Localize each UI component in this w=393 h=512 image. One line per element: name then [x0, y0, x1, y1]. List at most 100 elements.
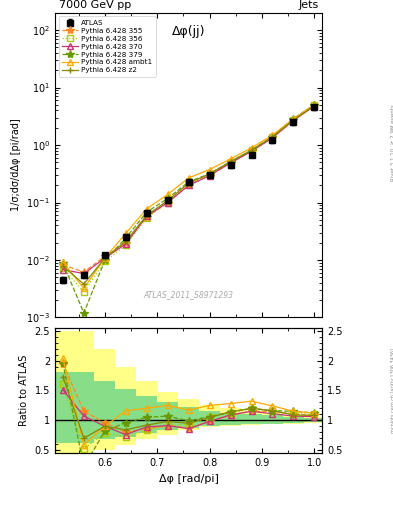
Pythia 6.428 370 — [207, 173, 212, 179]
Pythia 6.428 ambt1 — [81, 285, 86, 291]
Text: Jets: Jets — [298, 0, 318, 10]
Pythia 6.428 379 — [228, 159, 233, 165]
Bar — [241, 411, 262, 425]
Pythia 6.428 379 — [270, 134, 275, 140]
Pythia 6.428 355 — [123, 240, 128, 246]
Pythia 6.428 355 — [81, 269, 86, 275]
Bar — [52, 331, 73, 455]
Pythia 6.428 356 — [312, 102, 317, 108]
Pythia 6.428 z2 — [81, 281, 86, 287]
Bar — [220, 409, 241, 426]
Line: Pythia 6.428 356: Pythia 6.428 356 — [60, 102, 317, 294]
Bar — [262, 416, 283, 424]
Pythia 6.428 356 — [165, 200, 170, 206]
Pythia 6.428 370 — [165, 200, 170, 206]
Pythia 6.428 ambt1 — [291, 116, 296, 122]
Y-axis label: 1/σ;dσ/dΔφ [pi/rad]: 1/σ;dσ/dΔφ [pi/rad] — [11, 119, 20, 211]
Pythia 6.428 370 — [228, 160, 233, 166]
Pythia 6.428 356 — [249, 147, 254, 154]
Pythia 6.428 370 — [270, 135, 275, 141]
Bar — [115, 367, 136, 445]
Line: Pythia 6.428 z2: Pythia 6.428 z2 — [59, 102, 318, 288]
Pythia 6.428 z2 — [123, 239, 128, 245]
Pythia 6.428 379 — [312, 101, 317, 108]
Pythia 6.428 z2 — [61, 263, 65, 269]
Pythia 6.428 379 — [103, 258, 107, 264]
Bar — [262, 413, 283, 424]
Pythia 6.428 379 — [165, 195, 170, 201]
Text: Rivet 3.1.10, ≥ 2.9M events: Rivet 3.1.10, ≥ 2.9M events — [391, 104, 393, 181]
Pythia 6.428 355 — [103, 253, 107, 260]
Pythia 6.428 ambt1 — [103, 255, 107, 261]
Pythia 6.428 355 — [207, 173, 212, 179]
Pythia 6.428 355 — [186, 182, 191, 188]
Pythia 6.428 356 — [61, 265, 65, 271]
Pythia 6.428 370 — [186, 182, 191, 188]
Line: Pythia 6.428 370: Pythia 6.428 370 — [59, 102, 318, 277]
Bar — [178, 399, 199, 431]
Bar — [283, 415, 304, 424]
Bar — [304, 418, 325, 422]
Pythia 6.428 356 — [144, 215, 149, 221]
Pythia 6.428 ambt1 — [165, 191, 170, 198]
Pythia 6.428 355 — [312, 102, 317, 109]
Bar — [73, 331, 94, 455]
Y-axis label: Ratio to ATLAS: Ratio to ATLAS — [19, 355, 29, 426]
Pythia 6.428 370 — [81, 270, 86, 276]
Text: 7000 GeV pp: 7000 GeV pp — [59, 0, 131, 10]
Pythia 6.428 ambt1 — [186, 175, 191, 181]
Bar — [304, 417, 325, 423]
Pythia 6.428 356 — [207, 171, 212, 177]
Text: mcplots.cern.ch [arXiv:1306.3436]: mcplots.cern.ch [arXiv:1306.3436] — [391, 348, 393, 433]
Text: Δφ(jj): Δφ(jj) — [172, 25, 206, 38]
Pythia 6.428 ambt1 — [207, 166, 212, 173]
Bar — [157, 402, 178, 431]
Pythia 6.428 370 — [61, 267, 65, 273]
Bar — [199, 411, 220, 426]
Bar — [115, 389, 136, 437]
Pythia 6.428 370 — [103, 255, 107, 261]
Pythia 6.428 379 — [123, 235, 128, 241]
Pythia 6.428 370 — [144, 213, 149, 219]
Pythia 6.428 z2 — [103, 255, 107, 261]
Pythia 6.428 ambt1 — [144, 206, 149, 212]
Legend: ATLAS, Pythia 6.428 355, Pythia 6.428 356, Pythia 6.428 370, Pythia 6.428 379, P: ATLAS, Pythia 6.428 355, Pythia 6.428 35… — [59, 16, 156, 77]
Pythia 6.428 370 — [249, 148, 254, 154]
Pythia 6.428 356 — [186, 180, 191, 186]
X-axis label: Δφ [rad/pi]: Δφ [rad/pi] — [159, 474, 219, 483]
Pythia 6.428 356 — [123, 242, 128, 248]
Bar — [94, 349, 115, 450]
Pythia 6.428 356 — [270, 134, 275, 140]
Pythia 6.428 z2 — [312, 102, 317, 109]
Pythia 6.428 z2 — [249, 147, 254, 153]
Bar — [94, 381, 115, 439]
Text: ATLAS_2011_S8971293: ATLAS_2011_S8971293 — [143, 290, 234, 299]
Bar — [157, 392, 178, 435]
Pythia 6.428 370 — [312, 103, 317, 109]
Pythia 6.428 356 — [81, 289, 86, 295]
Bar — [220, 413, 241, 425]
Pythia 6.428 355 — [228, 160, 233, 166]
Pythia 6.428 ambt1 — [312, 101, 317, 108]
Pythia 6.428 z2 — [186, 180, 191, 186]
Pythia 6.428 355 — [165, 200, 170, 206]
Pythia 6.428 z2 — [144, 212, 149, 218]
Pythia 6.428 379 — [186, 179, 191, 185]
Pythia 6.428 355 — [144, 214, 149, 220]
Pythia 6.428 355 — [270, 134, 275, 140]
Pythia 6.428 355 — [61, 262, 65, 268]
Pythia 6.428 ambt1 — [123, 230, 128, 237]
Bar — [136, 396, 157, 433]
Bar — [52, 372, 73, 443]
Pythia 6.428 356 — [291, 116, 296, 122]
Pythia 6.428 370 — [291, 117, 296, 123]
Pythia 6.428 355 — [291, 117, 296, 123]
Pythia 6.428 ambt1 — [61, 259, 65, 265]
Bar — [178, 407, 199, 428]
Pythia 6.428 z2 — [270, 134, 275, 140]
Pythia 6.428 379 — [144, 209, 149, 215]
Pythia 6.428 ambt1 — [228, 156, 233, 162]
Bar — [136, 381, 157, 439]
Line: Pythia 6.428 379: Pythia 6.428 379 — [59, 100, 319, 317]
Bar — [199, 404, 220, 428]
